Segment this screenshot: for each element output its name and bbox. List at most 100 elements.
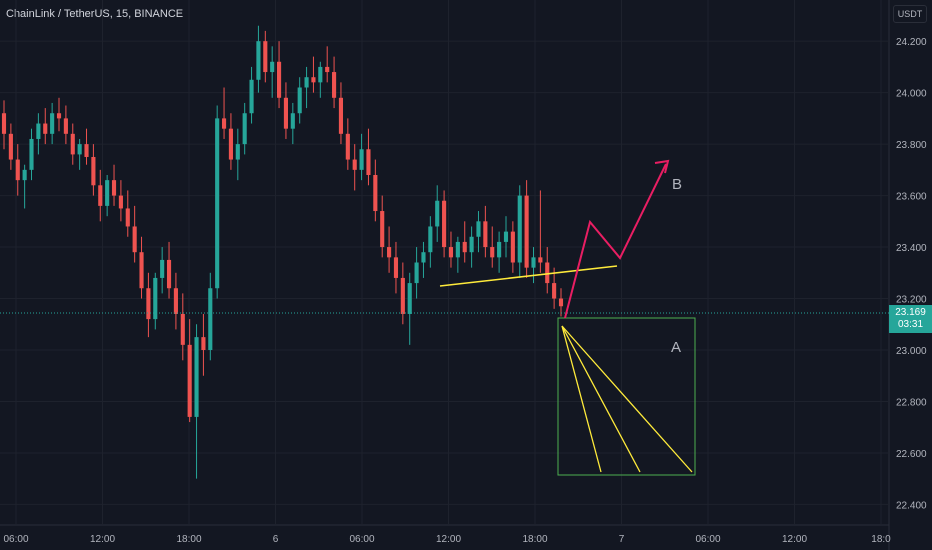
candle-body xyxy=(283,97,289,129)
candle-body xyxy=(242,113,247,145)
chart-grid xyxy=(0,0,890,550)
x-tick-label: 18:00 xyxy=(176,534,201,545)
last-price-tag: 23.169 03:31 xyxy=(889,305,932,333)
x-tick-label: 06:00 xyxy=(695,534,720,545)
candle-body xyxy=(153,277,158,320)
candle-body xyxy=(483,221,488,248)
x-tick-label: 06:00 xyxy=(3,534,28,545)
candle-body xyxy=(393,257,399,278)
candle-body xyxy=(118,195,123,209)
candle-body xyxy=(256,41,261,80)
y-tick-label: 22.800 xyxy=(896,397,927,408)
wave-projection xyxy=(564,163,667,319)
candle-body xyxy=(476,221,481,237)
label-b: B xyxy=(672,176,682,193)
x-tick-label: 18:00 xyxy=(522,534,547,545)
last-price-value: 23.169 xyxy=(895,307,926,318)
candle-body xyxy=(366,149,371,175)
candle-body xyxy=(235,144,240,160)
candle-body xyxy=(29,138,34,170)
fan-line-1 xyxy=(561,325,602,473)
candle-body xyxy=(91,156,96,186)
x-tick-label: 6 xyxy=(273,534,279,545)
candle-body xyxy=(50,113,55,134)
candle-body xyxy=(414,262,419,284)
candle-body xyxy=(173,288,178,314)
candle-body xyxy=(77,144,82,155)
x-tick-label: 7 xyxy=(619,534,625,545)
candle-body xyxy=(435,200,440,227)
candle-body xyxy=(325,66,330,73)
candle-body xyxy=(215,118,220,289)
candle-body xyxy=(105,180,110,206)
candle-body xyxy=(497,241,502,258)
candle-body xyxy=(448,247,454,258)
target-zone-box xyxy=(557,317,696,476)
candle-body xyxy=(228,128,233,160)
candle-body xyxy=(132,226,137,253)
wave-arrowhead xyxy=(654,159,670,174)
candle-body xyxy=(297,87,302,114)
candle-body xyxy=(36,123,41,139)
y-tick-label: 23.000 xyxy=(896,346,927,357)
candle-body xyxy=(84,144,89,157)
candle-body xyxy=(201,337,206,350)
label-a: A xyxy=(671,339,681,356)
candle-body xyxy=(552,283,557,299)
candle-body xyxy=(442,200,447,248)
candle-body xyxy=(166,259,172,289)
candle-body xyxy=(428,226,433,253)
candle-body xyxy=(15,159,20,181)
drawing-layer: A B xyxy=(0,159,889,476)
candle-body xyxy=(290,113,295,129)
candle-body xyxy=(407,283,412,314)
candle-body xyxy=(510,231,515,263)
trend-line xyxy=(439,265,618,287)
y-tick-label: 23.200 xyxy=(896,295,927,306)
candle-body xyxy=(545,262,550,284)
candle-body xyxy=(43,123,48,134)
candle-body xyxy=(387,247,392,258)
candle-body xyxy=(194,337,199,417)
candle-body xyxy=(503,231,509,242)
candle-body xyxy=(56,113,62,119)
chart-title: ChainLink / TetherUS, 15, BINANCE xyxy=(6,8,184,20)
candle-body xyxy=(270,61,275,73)
candle-body xyxy=(462,241,467,253)
y-tick-label: 24.200 xyxy=(896,37,927,48)
candle-body xyxy=(70,133,75,155)
candle-body xyxy=(455,241,460,258)
candle-body xyxy=(359,149,364,170)
candle-body xyxy=(318,66,323,83)
candle-body xyxy=(490,247,495,258)
y-tick-label: 23.800 xyxy=(896,140,927,151)
candle-body xyxy=(531,257,536,268)
fan-line-3 xyxy=(561,325,693,473)
y-tick-label: 22.600 xyxy=(896,449,927,460)
y-tick-label: 24.000 xyxy=(896,89,927,100)
candle-body xyxy=(111,180,117,196)
x-tick-label: 12:00 xyxy=(782,534,807,545)
x-tick-label: 12:00 xyxy=(436,534,461,545)
axis-ticks: 24.200 24.000 23.800 23.600 23.400 23.200 23.0… xyxy=(3,37,927,545)
candle-body xyxy=(311,77,316,83)
candle-body xyxy=(332,72,337,98)
candle-body xyxy=(558,298,564,307)
candle-body xyxy=(22,169,27,181)
candle-body xyxy=(63,118,68,134)
candle-body xyxy=(338,97,344,134)
fan-line-2 xyxy=(561,325,641,473)
x-tick-label: 12:00 xyxy=(90,534,115,545)
y-tick-label: 23.600 xyxy=(896,192,927,203)
candle-body xyxy=(98,185,103,206)
candle-body xyxy=(180,313,185,345)
candle-body xyxy=(304,77,309,88)
candle-body xyxy=(373,175,378,212)
candle-body xyxy=(221,118,227,129)
candle-body xyxy=(538,257,543,263)
x-tick-label: 18:0 xyxy=(871,534,891,545)
candle-body xyxy=(208,288,213,350)
countdown-timer: 03:31 xyxy=(897,319,924,330)
currency-button[interactable]: USDT xyxy=(893,5,927,23)
